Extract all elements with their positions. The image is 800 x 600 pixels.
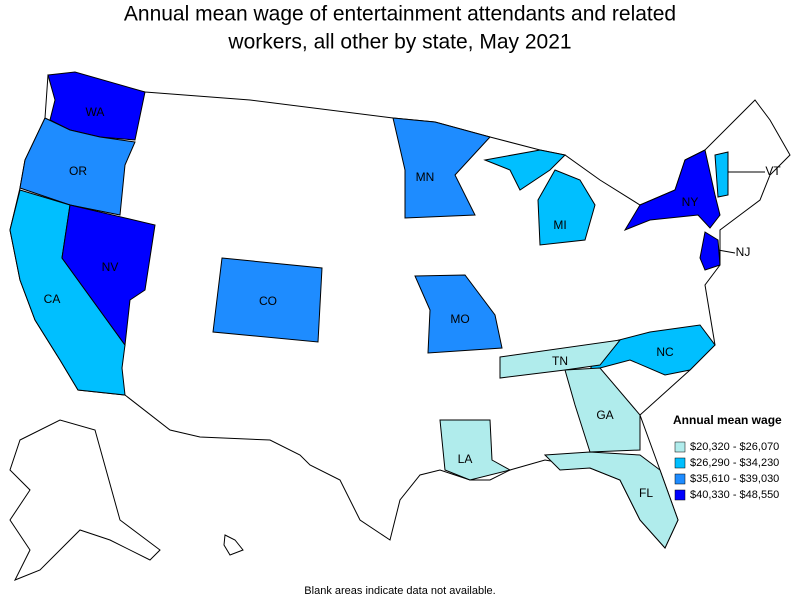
state-label: MI	[553, 218, 566, 232]
alaska	[9, 419, 161, 581]
state-label: FL	[639, 486, 653, 500]
state	[439, 419, 512, 481]
legend-swatch	[674, 473, 686, 485]
state-label: LA	[458, 452, 473, 466]
state-label: NC	[656, 345, 674, 359]
state-label: OR	[69, 164, 87, 178]
state	[564, 367, 641, 453]
state	[61, 204, 156, 347]
state	[414, 274, 503, 354]
state-label: NV	[102, 260, 119, 274]
legend-label: $26,290 - $34,230	[690, 457, 779, 469]
leader-line	[717, 249, 736, 254]
state	[699, 231, 721, 271]
legend-swatch	[674, 489, 686, 501]
state	[623, 149, 721, 232]
legend-swatch	[674, 457, 686, 469]
state	[483, 149, 567, 191]
state-label: GA	[596, 408, 613, 422]
state-label: TN	[552, 354, 568, 368]
state	[543, 451, 679, 549]
state	[19, 117, 136, 216]
state-label: WA	[86, 105, 105, 119]
state-label: VT	[765, 164, 781, 178]
hawaii	[223, 534, 244, 556]
state-label: NY	[682, 195, 699, 209]
title: Annual mean wage of entertainment attend…	[124, 3, 676, 26]
state	[537, 169, 596, 246]
state-label: NJ	[736, 245, 751, 259]
state	[714, 151, 729, 198]
state	[499, 339, 622, 379]
state-label: CO	[259, 294, 277, 308]
state-label: MO	[450, 312, 469, 326]
state	[392, 117, 491, 219]
legend-label: $35,610 - $39,030	[690, 473, 779, 485]
state-label: MN	[416, 170, 435, 184]
legend-swatch	[674, 441, 686, 453]
legend-label: $20,320 - $26,070	[690, 441, 779, 453]
state	[212, 257, 323, 343]
footnote: Blank areas indicate data not available.	[304, 585, 495, 597]
legend-title: Annual mean wage	[673, 413, 782, 427]
title: workers, all other by state, May 2021	[227, 31, 571, 54]
state-label: CA	[44, 292, 61, 306]
legend-label: $40,330 - $48,550	[690, 489, 779, 501]
